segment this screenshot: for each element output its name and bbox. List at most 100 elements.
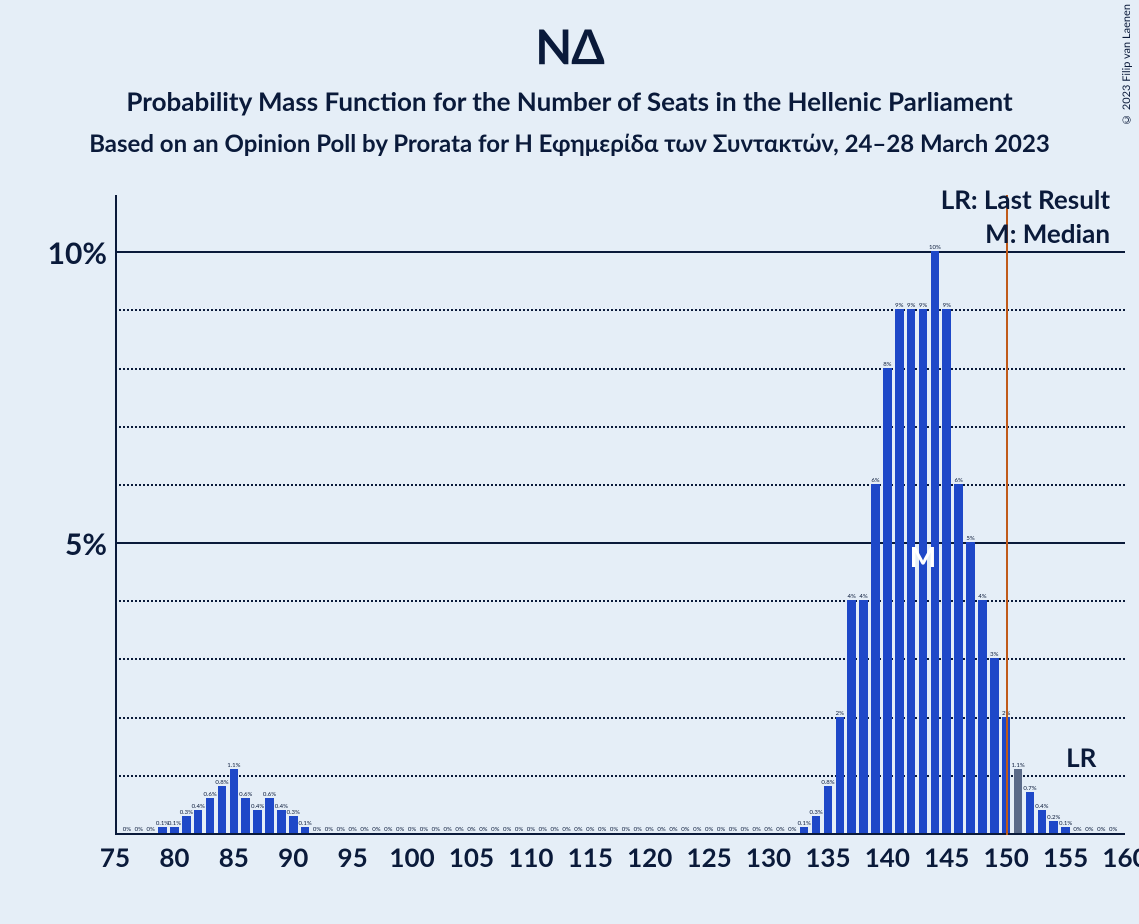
lr-overlay-bar <box>1014 769 1023 833</box>
pmf-bar-label: 0% <box>788 826 796 833</box>
pmf-bar-label: 0% <box>1109 826 1117 833</box>
pmf-bar-label: 0.8% <box>215 779 228 786</box>
gridline-minor <box>115 484 1125 486</box>
pmf-bar-label: 0% <box>764 826 772 833</box>
pmf-bar-label: 9% <box>919 302 927 309</box>
pmf-bar-label: 0% <box>634 826 642 833</box>
pmf-bar-label: 0% <box>622 826 630 833</box>
pmf-bar <box>859 600 868 833</box>
pmf-bar <box>218 786 227 833</box>
pmf-bar-label: 0% <box>1097 826 1105 833</box>
pmf-bar-label: 0.4% <box>192 803 205 810</box>
pmf-bar <box>990 658 999 833</box>
x-axis-label: 95 <box>338 841 368 873</box>
pmf-bar-label: 0% <box>348 826 356 833</box>
pmf-bar-label: 0% <box>444 826 452 833</box>
pmf-bar-label: 1.1% <box>227 762 240 769</box>
pmf-bar-label: 0.8% <box>821 779 834 786</box>
pmf-bar <box>954 484 963 833</box>
pmf-bar <box>158 827 167 833</box>
x-axis-label: 100 <box>389 841 434 873</box>
pmf-bar <box>836 717 845 833</box>
x-axis-label: 75 <box>100 841 130 873</box>
pmf-bar-label: 0% <box>408 826 416 833</box>
pmf-bar-label: 0% <box>610 826 618 833</box>
pmf-bar-label: 0% <box>432 826 440 833</box>
pmf-bar-label: 0.6% <box>263 791 276 798</box>
pmf-bar-label: 0% <box>752 826 760 833</box>
pmf-bar-label: 0% <box>646 826 654 833</box>
y-axis-label: 5% <box>65 526 107 562</box>
copyright-text: © 2023 Filip van Laenen <box>1120 4 1133 126</box>
x-axis-label: 115 <box>568 841 613 873</box>
x-axis-label: 160 <box>1102 841 1139 873</box>
pmf-bar <box>1049 821 1058 833</box>
pmf-bar <box>883 368 892 833</box>
pmf-bar <box>978 600 987 833</box>
pmf-bar <box>1061 827 1070 833</box>
pmf-bar-label: 0% <box>455 826 463 833</box>
pmf-bar-label: 0.1% <box>299 820 312 827</box>
x-axis-label: 80 <box>159 841 189 873</box>
pmf-bar-label: 0% <box>360 826 368 833</box>
x-axis-label: 155 <box>1043 841 1088 873</box>
pmf-bar-label: 0% <box>135 826 143 833</box>
legend-last-result: LR: Last Result <box>941 183 1110 215</box>
pmf-bar-label: 0% <box>491 826 499 833</box>
pmf-bar-label: 0% <box>705 826 713 833</box>
pmf-bar <box>1038 810 1047 833</box>
pmf-bar <box>824 786 833 833</box>
pmf-bar-label: 0% <box>729 826 737 833</box>
pmf-bar-label: 0.3% <box>287 809 300 816</box>
pmf-bar-label: 9% <box>907 302 915 309</box>
pmf-bar-label: 0% <box>372 826 380 833</box>
pmf-bar-label: 0% <box>693 826 701 833</box>
x-axis-label: 150 <box>984 841 1029 873</box>
pmf-bar-label: 6% <box>954 477 962 484</box>
pmf-bar-label: 0% <box>741 826 749 833</box>
pmf-bar <box>847 600 856 833</box>
pmf-bar-label: 9% <box>943 302 951 309</box>
pmf-bar-label: 0.4% <box>1035 803 1048 810</box>
pmf-bar-label: 0% <box>420 826 428 833</box>
x-axis-label: 90 <box>278 841 308 873</box>
pmf-bar <box>206 798 215 833</box>
pmf-bar <box>253 810 262 833</box>
x-axis-label: 135 <box>805 841 850 873</box>
pmf-bar <box>241 798 250 833</box>
gridline-major <box>115 251 1125 253</box>
pmf-bar-label: 0% <box>550 826 558 833</box>
pmf-bar <box>871 484 880 833</box>
pmf-bar <box>812 816 821 833</box>
pmf-bar-label: 0% <box>503 826 511 833</box>
legend-median: M: Median <box>985 217 1110 249</box>
pmf-bar-label: 0% <box>574 826 582 833</box>
pmf-bar-label: 5% <box>966 535 974 542</box>
pmf-bar-label: 0% <box>669 826 677 833</box>
chart-title: ΝΔ <box>0 18 1139 75</box>
pmf-bar-label: 0.1% <box>1059 820 1072 827</box>
last-result-line <box>1006 195 1008 835</box>
chart-plot-area: 7580859095100105110115120125130135140145… <box>115 195 1125 835</box>
pmf-bar-label: 0% <box>337 826 345 833</box>
pmf-bar-label: 2% <box>836 710 844 717</box>
pmf-bar-label: 0.6% <box>239 791 252 798</box>
x-axis-label: 110 <box>508 841 553 873</box>
pmf-bar-label: 0% <box>527 826 535 833</box>
pmf-bar-label: 0% <box>123 826 131 833</box>
pmf-bar-label: 0.6% <box>203 791 216 798</box>
pmf-bar <box>942 309 951 833</box>
pmf-bar-label: 0% <box>598 826 606 833</box>
title-block: ΝΔ Probability Mass Function for the Num… <box>0 0 1139 158</box>
pmf-bar-label: 8% <box>883 361 891 368</box>
x-axis-label: 125 <box>686 841 731 873</box>
x-axis-label: 140 <box>865 841 910 873</box>
pmf-bar-label: 0% <box>515 826 523 833</box>
pmf-bar <box>277 810 286 833</box>
pmf-bar-label: 4% <box>978 593 986 600</box>
pmf-bar-label: 10% <box>929 244 941 251</box>
x-axis-label: 145 <box>924 841 969 873</box>
pmf-bar-label: 0% <box>1085 826 1093 833</box>
pmf-bar-label: 0.4% <box>251 803 264 810</box>
pmf-bar-label: 0% <box>776 826 784 833</box>
